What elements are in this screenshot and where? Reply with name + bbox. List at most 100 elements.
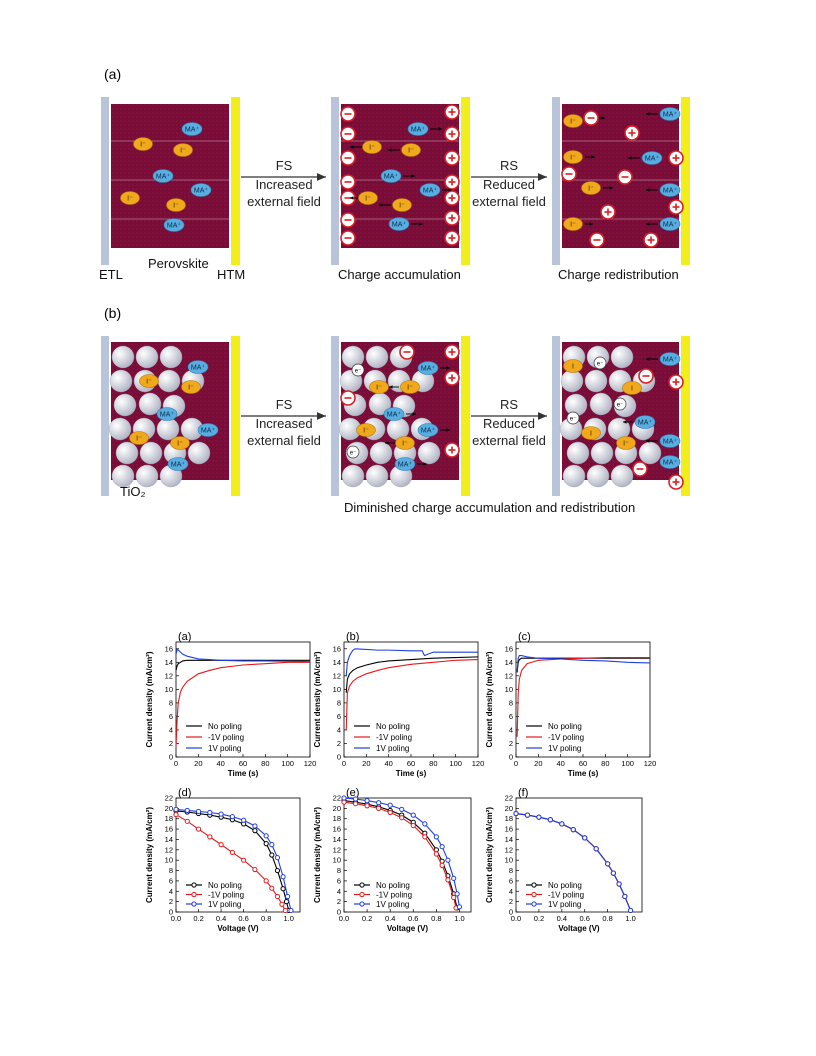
positive-charge bbox=[643, 232, 659, 248]
legend-entry: 1V poling bbox=[376, 900, 409, 909]
tio2-particle bbox=[584, 369, 608, 393]
x-tick-label: 100 bbox=[281, 759, 294, 768]
panel-b-label: (b) bbox=[104, 305, 121, 321]
y-tick-label: 12 bbox=[165, 845, 173, 854]
iodide-anion: I⁻ bbox=[358, 191, 378, 205]
y-tick-label: 18 bbox=[505, 814, 513, 823]
svg-text:MA⁺: MA⁺ bbox=[663, 188, 678, 195]
legend-entry: 1V poling bbox=[208, 900, 241, 909]
data-point bbox=[252, 828, 258, 834]
electron: e⁻ bbox=[593, 356, 607, 370]
y-tick-label: 10 bbox=[505, 856, 513, 865]
x-tick-label: 0.6 bbox=[238, 914, 248, 923]
etl-label: ETL bbox=[99, 267, 123, 282]
data-point bbox=[433, 851, 439, 857]
svg-text:MA⁺: MA⁺ bbox=[171, 462, 186, 469]
electron: e⁻ bbox=[566, 411, 580, 425]
ma-cation: MA⁺ bbox=[181, 122, 203, 136]
y-axis-label: Current density (mA/cm²) bbox=[313, 651, 322, 747]
negative-charge bbox=[561, 166, 577, 182]
data-point bbox=[252, 866, 258, 873]
svg-text:I⁻: I⁻ bbox=[376, 385, 382, 392]
svg-text:MA⁺: MA⁺ bbox=[645, 156, 660, 163]
x-axis-label: Time (s) bbox=[568, 769, 599, 778]
data-point bbox=[285, 893, 291, 900]
y-tick-label: 18 bbox=[333, 814, 341, 823]
x-tick-label: 1.0 bbox=[454, 914, 464, 923]
positive-charge bbox=[444, 150, 460, 166]
negative-charge bbox=[340, 174, 356, 190]
data-point bbox=[263, 878, 269, 884]
iodide-anion: I⁻ bbox=[120, 191, 140, 205]
ma-cation: MA⁺ bbox=[419, 183, 441, 197]
iodide-anion: I⁻ bbox=[401, 143, 421, 157]
svg-text:I⁻: I⁻ bbox=[365, 196, 371, 203]
svg-text:I⁻: I⁻ bbox=[177, 441, 183, 448]
iodide-anion: I⁻ bbox=[139, 374, 159, 388]
panel-a-label: (a) bbox=[104, 66, 121, 82]
ma-cation: MA⁺ bbox=[380, 169, 402, 183]
svg-text:I: I bbox=[590, 431, 592, 438]
positive-charge bbox=[668, 474, 684, 490]
tio2-particle bbox=[108, 417, 132, 441]
svg-text:I: I bbox=[631, 386, 633, 393]
data-point bbox=[288, 907, 294, 914]
y-axis-label: Current density (mA/cm²) bbox=[485, 651, 494, 747]
iodide-anion: I⁻ bbox=[563, 114, 583, 128]
tio2-particle bbox=[115, 441, 139, 465]
ma-cation: MA⁺ bbox=[407, 122, 429, 136]
iodide-anion: I⁻ bbox=[166, 198, 186, 212]
fs-sub2-a: external field bbox=[247, 194, 321, 209]
data-point bbox=[352, 796, 359, 802]
ma-cation: MA⁺ bbox=[383, 407, 405, 421]
rs-sub1-a: Reduced bbox=[483, 177, 535, 192]
series-line--1v-poling bbox=[516, 657, 650, 737]
svg-text:MA⁺: MA⁺ bbox=[663, 357, 678, 364]
x-tick-label: 20 bbox=[362, 759, 370, 768]
data-point bbox=[399, 806, 405, 812]
ma-cation: MA⁺ bbox=[156, 407, 178, 421]
svg-text:I⁻: I⁻ bbox=[570, 119, 576, 126]
svg-text:MA⁺: MA⁺ bbox=[201, 428, 216, 435]
y-tick-label: 16 bbox=[165, 644, 173, 653]
svg-text:MA⁺: MA⁺ bbox=[638, 420, 653, 427]
data-point bbox=[376, 805, 382, 811]
data-point bbox=[207, 834, 213, 840]
svg-text:I⁻: I⁻ bbox=[570, 155, 576, 162]
y-tick-label: 0 bbox=[169, 908, 173, 917]
svg-text:I⁻: I⁻ bbox=[127, 196, 133, 203]
data-point bbox=[610, 870, 616, 876]
positive-charge bbox=[444, 104, 460, 120]
ma-cation: MA⁺ bbox=[388, 217, 410, 231]
y-tick-label: 16 bbox=[333, 825, 341, 834]
y-tick-label: 8 bbox=[169, 698, 173, 707]
tio2-particle bbox=[187, 441, 211, 465]
plot-frame bbox=[175, 797, 301, 913]
iodide-anion: I⁻ bbox=[356, 423, 376, 437]
y-tick-label: 6 bbox=[337, 876, 341, 885]
data-point bbox=[439, 862, 445, 868]
x-tick-label: 0.4 bbox=[216, 914, 226, 923]
ma-cation: MA⁺ bbox=[641, 151, 663, 165]
x-tick-label: 100 bbox=[621, 759, 634, 768]
iodide-anion: I⁻ bbox=[173, 143, 193, 157]
data-point bbox=[280, 874, 286, 880]
positive-charge bbox=[668, 374, 684, 390]
positive-charge bbox=[444, 126, 460, 142]
electron: e⁻ bbox=[613, 397, 627, 411]
ma-cation: MA⁺ bbox=[187, 360, 209, 374]
negative-charge bbox=[617, 169, 633, 185]
legend-entry: 1V poling bbox=[376, 744, 409, 753]
data-point bbox=[229, 849, 235, 856]
legend-entry: No poling bbox=[376, 722, 410, 731]
data-point bbox=[422, 834, 428, 840]
data-point bbox=[352, 801, 359, 807]
data-point bbox=[547, 817, 553, 823]
x-tick-label: 0.6 bbox=[408, 914, 418, 923]
data-point bbox=[252, 823, 258, 829]
data-point bbox=[451, 875, 457, 881]
x-tick-label: 0.0 bbox=[171, 914, 181, 923]
ma-cation: MA⁺ bbox=[659, 107, 681, 121]
svg-text:I⁻: I⁻ bbox=[140, 142, 146, 149]
legend-entry: -1V poling bbox=[548, 733, 584, 742]
